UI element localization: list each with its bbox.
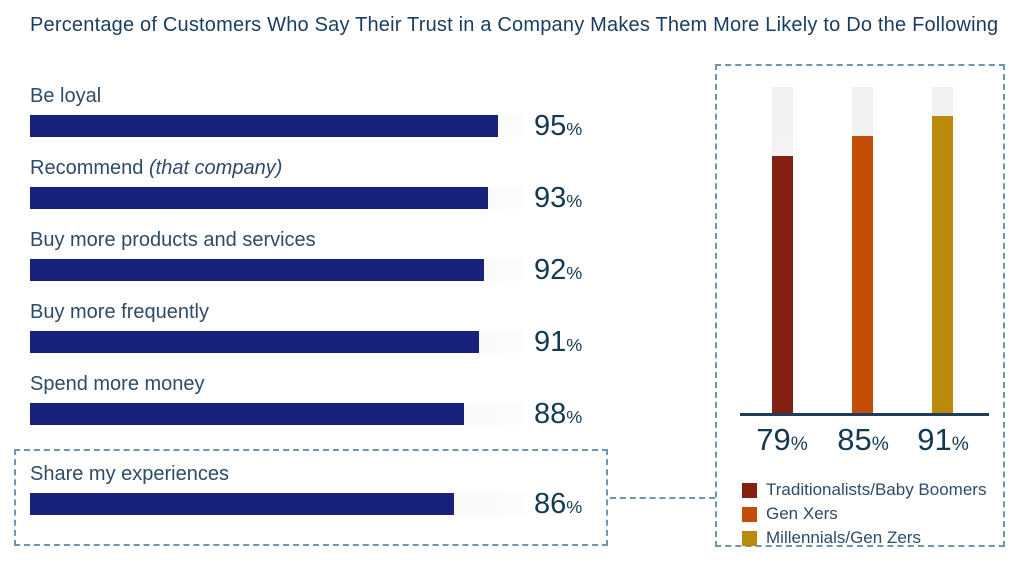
bar-label-text: Spend more money (30, 373, 205, 395)
legend-swatch (742, 482, 757, 498)
percent-sign: % (871, 434, 889, 455)
percent-sign: % (566, 407, 583, 427)
bar-fill (30, 403, 464, 425)
legend-label: Traditionalists/Baby Boomers (766, 480, 987, 499)
bar-fill (30, 331, 479, 353)
bar-row: Recommend (that company) 93% (30, 156, 610, 222)
bar-track (30, 187, 523, 209)
bar-value: 92% (534, 255, 582, 288)
bar-label-text: Recommend (30, 157, 144, 179)
bar-label: Be loyal (30, 84, 610, 108)
bar-value-number: 86 (534, 488, 567, 520)
bar-track (30, 259, 523, 281)
legend: Traditionalists/Baby Boomers Gen Xers Mi… (742, 480, 986, 548)
percent-sign: % (566, 191, 583, 211)
bar-label: Share my experiences (30, 462, 610, 486)
bar-row: Be loyal 95% (30, 84, 610, 150)
legend-item: Millennials/Gen Zers (742, 528, 986, 548)
bar-value-number: 95 (534, 110, 567, 142)
bar-label: Recommend (that company) (30, 156, 610, 180)
bar-track (30, 115, 523, 137)
bar-row: Share my experiences 86% (30, 462, 610, 528)
bar-fill (30, 259, 484, 281)
percent-sign: % (566, 263, 583, 283)
bar-label-text: Be loyal (30, 85, 102, 107)
bar-value: 91% (534, 327, 582, 360)
generation-panel: 79% 85% 91% Traditionalists/Baby Boomers… (715, 64, 1005, 547)
bar-row: Buy more products and services 92% (30, 228, 610, 294)
bar-label-text: Buy more products and services (30, 229, 316, 251)
legend-swatch (742, 530, 757, 546)
bar-fill (30, 493, 454, 515)
legend-item: Traditionalists/Baby Boomers (742, 480, 986, 500)
legend-swatch (742, 506, 757, 522)
x-axis-line (740, 413, 989, 416)
bar-value-number: 91 (534, 326, 567, 358)
generation-bar-fill (852, 136, 873, 414)
generation-bar-track (852, 87, 873, 414)
bar-label-text: Share my experiences (30, 463, 229, 485)
generation-bar-track (932, 87, 953, 414)
generation-value-number: 79 (756, 422, 791, 457)
bar-label-italic: (that company) (148, 157, 283, 179)
generation-value-number: 91 (917, 422, 952, 457)
legend-label: Millennials/Gen Zers (766, 528, 921, 547)
percent-sign: % (951, 434, 969, 455)
bar-label: Buy more products and services (30, 228, 610, 252)
percent-sign: % (566, 119, 583, 139)
percent-sign: % (566, 335, 583, 355)
bar-fill (30, 187, 489, 209)
generation-value: 91% (898, 422, 988, 458)
generation-value-number: 85 (837, 422, 872, 457)
bar-track (30, 331, 523, 353)
bar-row: Buy more frequently 91% (30, 300, 610, 366)
generation-bar-track (772, 87, 793, 414)
generation-value: 85% (818, 422, 908, 458)
bar-value: 86% (534, 489, 582, 522)
bar-value: 95% (534, 111, 582, 144)
bar-label: Buy more frequently (30, 300, 610, 324)
bar-track (30, 493, 523, 515)
percent-sign: % (790, 434, 808, 455)
bar-value-number: 92 (534, 254, 567, 286)
bar-value: 93% (534, 183, 582, 216)
percent-sign: % (566, 497, 583, 517)
bar-label: Spend more money (30, 372, 610, 396)
highlight-box-share-my-experiences (14, 449, 608, 546)
bar-fill (30, 115, 499, 137)
bar-row: Spend more money 88% (30, 372, 610, 438)
bar-track (30, 403, 523, 425)
generation-bar-fill (772, 155, 793, 414)
bar-value: 88% (534, 399, 582, 432)
chart-title: Percentage of Customers Who Say Their Tr… (30, 14, 999, 36)
bar-value-number: 93 (534, 182, 567, 214)
legend-label: Gen Xers (766, 504, 838, 523)
bar-value-number: 88 (534, 398, 567, 430)
generation-bar-fill (932, 116, 953, 414)
connector-line (610, 497, 715, 499)
legend-item: Gen Xers (742, 504, 986, 524)
generation-value: 79% (737, 422, 827, 458)
bar-label-text: Buy more frequently (30, 301, 209, 323)
